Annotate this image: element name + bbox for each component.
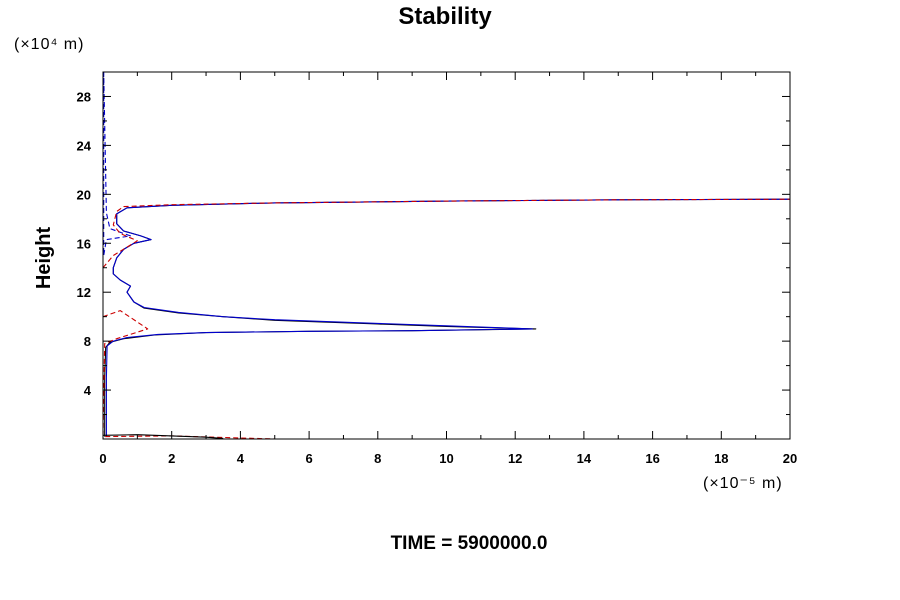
y-tick-label: 8 [84, 334, 91, 349]
y-tick-label: 16 [77, 236, 91, 251]
time-label: TIME = 5900000.0 [391, 533, 548, 554]
plot-frame [102, 71, 791, 440]
x-tick-label: 2 [168, 451, 175, 466]
series-line-1 [104, 198, 790, 437]
y-tick-label: 4 [84, 383, 92, 398]
series-line-3 [103, 72, 132, 257]
y-tick-label: 20 [77, 187, 91, 202]
x-tick-label: 10 [439, 451, 453, 466]
x-tick-label: 18 [714, 451, 728, 466]
series-line-5 [103, 198, 790, 269]
series-layer [103, 72, 790, 439]
x-tick-label: 4 [237, 451, 245, 466]
x-tick-label: 6 [305, 451, 312, 466]
x-tick-label: 8 [374, 451, 381, 466]
chart-title: Stability [398, 3, 492, 30]
y-axis-label: Height [33, 227, 55, 290]
series-line-2 [105, 198, 790, 437]
y-tick-label: 24 [77, 138, 92, 153]
x-unit-label: (×10⁻⁵ m) [703, 475, 783, 492]
y-tick-label: 12 [77, 285, 91, 300]
x-tick-label: 14 [577, 451, 592, 466]
x-tick-label: 20 [783, 451, 797, 466]
x-tick-label: 16 [645, 451, 659, 466]
x-tick-label: 0 [99, 451, 106, 466]
y-unit-label: (×10⁴ m) [14, 36, 84, 53]
series-line-4 [103, 310, 275, 439]
x-tick-label: 12 [508, 451, 522, 466]
y-tick-label: 28 [77, 89, 91, 104]
